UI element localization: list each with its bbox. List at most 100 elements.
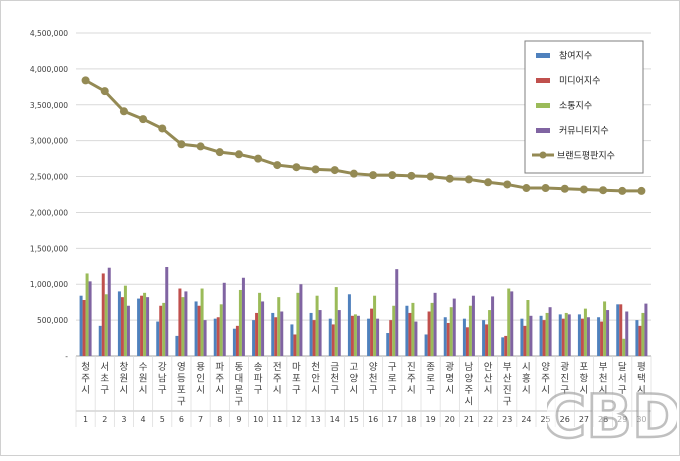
x-tick-label: 흥 [522, 373, 531, 385]
legend-swatch-marker [539, 151, 547, 159]
line-point [618, 186, 627, 195]
line-series [81, 76, 646, 195]
bar [373, 295, 377, 356]
legend-swatch [536, 78, 550, 83]
rank-label: 25 [540, 415, 550, 424]
bar [165, 266, 169, 356]
x-tick-label: 대 [235, 374, 244, 385]
bar [638, 325, 642, 356]
line-point [349, 169, 358, 178]
x-tick-label: 달 [618, 361, 627, 373]
bar [356, 315, 360, 356]
bar [389, 320, 393, 356]
rank-label: 3 [121, 415, 126, 424]
bar [558, 314, 562, 356]
line-point [599, 186, 608, 195]
bar [392, 305, 396, 356]
line-point [196, 142, 205, 151]
bar [501, 337, 505, 356]
x-tick-label: 구 [618, 385, 627, 396]
bar [137, 298, 141, 356]
bar [258, 292, 262, 356]
bar [465, 327, 469, 356]
x-tick-label: 구 [100, 385, 109, 396]
x-tick-label: 남 [158, 374, 167, 385]
rank-label: 5 [160, 415, 165, 424]
x-tick-label: 시 [637, 385, 646, 396]
bar [567, 314, 571, 356]
bar [274, 317, 278, 356]
bar [181, 297, 185, 356]
x-tick-label: 천 [599, 374, 608, 385]
bar [520, 318, 524, 356]
rank-label: 6 [179, 415, 184, 424]
x-tick-label: 구 [254, 385, 263, 396]
bar-marks [79, 266, 648, 356]
bar [641, 312, 645, 356]
x-tick-label: 주 [407, 374, 416, 385]
bar [299, 284, 303, 356]
bar [548, 307, 552, 356]
x-tick-label: 시 [81, 385, 90, 396]
bar [309, 312, 313, 356]
line-point [445, 174, 454, 183]
bar [539, 315, 543, 356]
bar [280, 311, 284, 356]
bar [523, 325, 527, 356]
line-point [139, 115, 148, 124]
watermark-text: CBD [547, 382, 677, 452]
bar [386, 333, 390, 356]
bar [542, 320, 546, 356]
bar [290, 324, 294, 356]
rank-label: 1 [83, 415, 88, 424]
bar [101, 273, 105, 356]
y-tick-label: 4,500,000 [30, 29, 68, 38]
bar [140, 295, 144, 356]
bar [175, 335, 179, 356]
x-tick-label: 시 [522, 362, 531, 373]
y-tick-label: 2,500,000 [30, 173, 68, 182]
line-point [426, 172, 435, 181]
x-tick-label: 천 [311, 362, 320, 373]
bar [312, 320, 316, 356]
x-tick-label: 청 [81, 362, 90, 373]
bar [488, 310, 492, 356]
bar [328, 318, 332, 356]
bar [529, 315, 533, 356]
bar [414, 321, 418, 356]
bar [123, 285, 127, 356]
bar [120, 297, 124, 356]
x-tick-label: 로 [388, 374, 397, 385]
x-tick-label: 산 [503, 374, 512, 385]
bar [583, 308, 587, 356]
x-tick-label: 포 [177, 385, 186, 396]
bar [468, 305, 472, 356]
gridlines [76, 32, 651, 357]
bar [625, 311, 629, 356]
bar [261, 301, 265, 356]
bar [293, 334, 297, 356]
x-tick-label: 문 [235, 385, 244, 396]
x-tick-label: 파 [215, 362, 224, 373]
bar [104, 294, 108, 356]
rank-label: 30 [636, 415, 646, 424]
x-tick-label: 인 [196, 374, 205, 385]
line-point [234, 150, 243, 159]
y-tick-label: 3,500,000 [30, 101, 68, 110]
bar [107, 267, 111, 356]
bar [296, 292, 300, 356]
bar [126, 305, 130, 356]
bar [222, 282, 226, 356]
y-tick-label: - [65, 352, 68, 361]
x-tick-label: 양 [369, 362, 378, 373]
x-tick-label: 시 [445, 385, 454, 396]
cbd-watermark-logo: CBD [547, 381, 677, 454]
bar [178, 288, 182, 356]
rank-label: 28 [598, 415, 608, 424]
bar [424, 334, 428, 356]
y-tick-label: 2,000,000 [30, 208, 68, 217]
bar [98, 325, 102, 356]
